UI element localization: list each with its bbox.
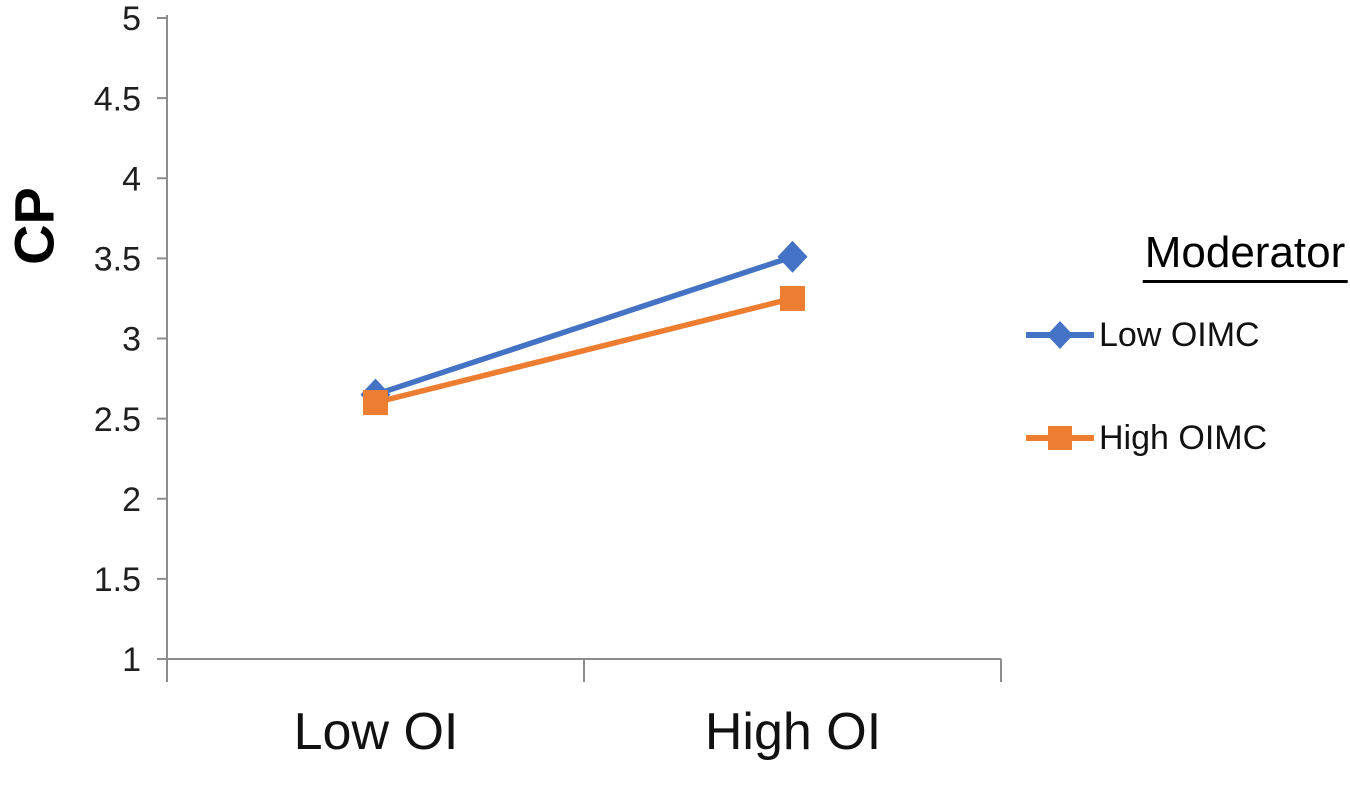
y-tick-label: 1: [122, 641, 141, 679]
y-tick-label: 3: [122, 321, 141, 359]
y-tick-label: 4: [122, 160, 141, 198]
data-point-square: [363, 390, 388, 416]
series-line-low-oimc: [374, 254, 794, 398]
y-tick-label: 2.5: [94, 401, 141, 439]
legend-title: Moderator: [1142, 228, 1348, 283]
legend-label-low-oimc: Low OIMC: [1099, 315, 1260, 354]
series-line-high-oimc: [374, 295, 794, 406]
legend-entry-low-oimc: Low OIMC: [1024, 314, 1260, 356]
legend-entry-high-oimc: High OIMC: [1024, 417, 1267, 459]
y-axis-title: CP: [2, 187, 66, 265]
legend-label-high-oimc: High OIMC: [1099, 418, 1268, 457]
y-tick-label: 4.5: [94, 80, 141, 118]
data-point-diamond: [777, 240, 808, 273]
y-tick-label: 5: [122, 0, 141, 38]
y-tick-label: 3.5: [94, 241, 141, 279]
legend-diamond-marker-icon: [1026, 321, 1094, 349]
data-point-square: [780, 285, 805, 311]
x-category-label-low-oi: Low OI: [293, 703, 459, 761]
legend-square-marker-icon: [1026, 426, 1094, 450]
y-tick-label: 2: [122, 481, 141, 519]
y-tick-label: 1.5: [94, 561, 141, 599]
x-category-label-high-oi: High OI: [704, 703, 882, 761]
